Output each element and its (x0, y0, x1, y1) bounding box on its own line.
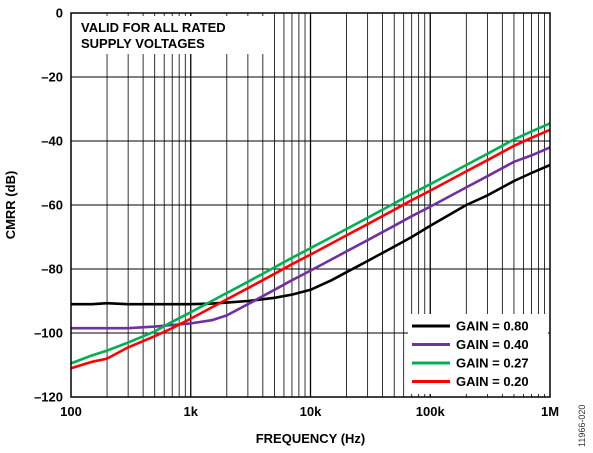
y-tick-label: –20 (41, 70, 63, 85)
annotation-line-1: VALID FOR ALL RATED (81, 20, 226, 35)
x-tick-label: 10k (300, 404, 322, 419)
legend-label: GAIN = 0.40 (456, 337, 529, 352)
x-axis-label: FREQUENCY (Hz) (256, 431, 366, 446)
series-line (70, 128, 551, 370)
y-tick-label: –40 (41, 134, 63, 149)
x-tick-label: 1M (541, 404, 559, 419)
grid (71, 13, 550, 397)
legend-label: GAIN = 0.80 (456, 319, 529, 334)
y-tick-label: –80 (41, 262, 63, 277)
x-tick-label: 100k (416, 404, 446, 419)
figure-id: 11966-020 (577, 405, 587, 447)
y-tick-label: 0 (56, 6, 63, 21)
y-axis-label: CMRR (dB) (3, 171, 18, 240)
x-tick-label: 1k (184, 404, 199, 419)
y-tick-label: –120 (34, 390, 63, 405)
series-line (70, 122, 551, 365)
plot-frame (70, 12, 551, 398)
legend-label: GAIN = 0.20 (456, 374, 529, 389)
legend-label: GAIN = 0.27 (456, 356, 529, 371)
series-line (71, 146, 551, 330)
y-tick-label: –100 (34, 326, 63, 341)
legend: GAIN = 0.80 GAIN = 0.40 GAIN = 0.27 GAIN = … (408, 314, 548, 394)
annotation-box: VALID FOR ALL RATED SUPPLY VOLTAGES (74, 16, 274, 54)
x-tick-label: 100 (60, 404, 82, 419)
tick-labels: 100 1k 10k 100k 1M 0 –20 –40 –60 –80 –100 –120 (34, 6, 559, 420)
series-line (71, 163, 551, 306)
annotation-line-2: SUPPLY VOLTAGES (81, 36, 205, 51)
series-lines (70, 122, 551, 370)
y-tick-label: –60 (41, 198, 63, 213)
annotation-background (74, 16, 274, 54)
